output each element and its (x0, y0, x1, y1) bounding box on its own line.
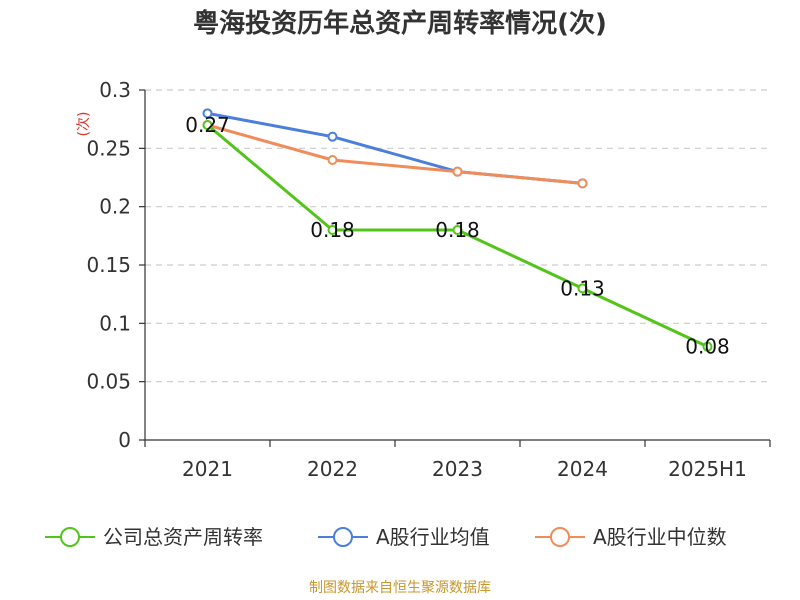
legend-label: 公司总资产周转率 (103, 525, 263, 549)
y-tick-label: 0.25 (86, 136, 131, 160)
axes: 0 0.05 0.1 0.15 0.2 0.25 0.3 2021 2022 2023 2024 20… (86, 78, 771, 481)
series-lines (202, 108, 713, 352)
x-tick-label: 2022 (307, 457, 358, 481)
legend-marker (550, 527, 570, 547)
data-point (327, 225, 338, 235)
data-label: 0.13 (560, 276, 605, 300)
data-point (452, 225, 463, 235)
data-label: 0.27 (185, 113, 230, 137)
legend-label: A股行业均值 (376, 525, 490, 549)
data-point (577, 283, 588, 294)
legend-label: A股行业中位数 (593, 525, 727, 549)
grid-lines (145, 89, 770, 383)
chart-title: 粤海投资历年总资产周转率情况(次) (193, 8, 607, 39)
source-note: 制图数据来自恒生聚源数据库 (309, 580, 491, 596)
data-point (452, 166, 463, 177)
x-tick-label: 2023 (432, 457, 483, 481)
y-tick-label: 0 (118, 428, 131, 452)
y-tick-label: 0.05 (86, 370, 131, 394)
y-tick-label: 0.15 (86, 253, 131, 277)
y-tick-label: 0.1 (99, 311, 131, 335)
data-point (702, 341, 713, 352)
data-point (327, 155, 338, 165)
x-tick-label: 2024 (557, 457, 608, 481)
data-point (202, 120, 213, 130)
legend: 公司总资产周转率 A股行业均值 A股行业中位数 (45, 525, 727, 549)
y-tick-label: 0.2 (99, 195, 131, 219)
legend-marker (60, 527, 80, 547)
series-line-2 (207, 123, 583, 185)
data-labels: 0.27 0.18 0.18 0.13 0.08 (185, 113, 730, 359)
data-point (202, 108, 213, 119)
x-tick-label: 2021 (182, 457, 233, 481)
y-axis-label: (次) (76, 112, 92, 137)
y-tick-label: 0.3 (99, 78, 131, 102)
data-label: 0.18 (310, 218, 355, 242)
data-point (577, 178, 588, 189)
x-tick-label: 2025H1 (668, 457, 747, 481)
data-point (327, 131, 338, 142)
data-label: 0.08 (685, 335, 730, 359)
legend-marker (333, 527, 353, 547)
data-label: 0.18 (435, 218, 480, 242)
